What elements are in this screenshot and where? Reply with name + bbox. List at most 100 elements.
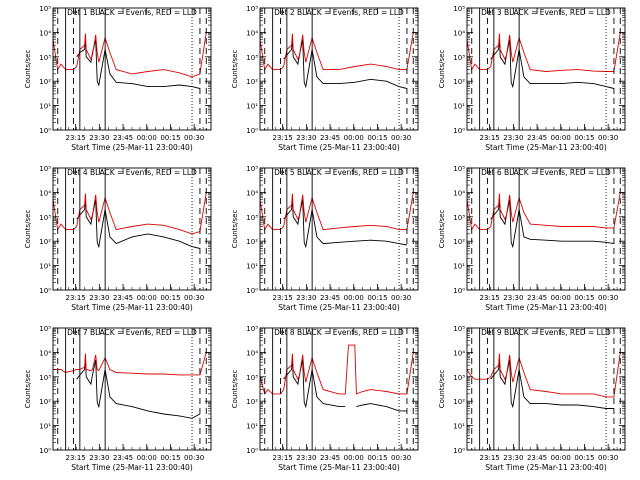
panel-title: Det 5 BLACK = Events, RED = LLD: [274, 168, 404, 177]
x-tick-label: 00:30: [184, 294, 204, 302]
y-tick-label: 10⁰: [39, 447, 51, 455]
x-tick-label: 00:30: [598, 294, 618, 302]
plot-frame: [52, 167, 212, 291]
x-tick-label: 00:15: [160, 454, 180, 462]
x-axis-label: Start Time (25-Mar-11 23:00:40): [485, 463, 607, 472]
y-tick-label: 10⁵: [246, 325, 258, 333]
y-tick-label: 10⁴: [246, 349, 258, 357]
y-tick-label: 10⁴: [453, 349, 465, 357]
y-tick-label: 10⁵: [246, 5, 258, 13]
x-tick-label: 00:15: [160, 294, 180, 302]
series-line-lld: [467, 191, 625, 231]
y-tick-label: 10²: [39, 398, 51, 406]
y-tick-label: 10¹: [246, 423, 258, 431]
plot-frame: [466, 7, 626, 131]
series-line-events: [76, 37, 201, 89]
y-tick-label: 10⁵: [453, 5, 465, 13]
y-tick-label: 10³: [453, 214, 465, 222]
panel-data: [53, 191, 211, 249]
series-line-lld: [53, 191, 211, 235]
x-tick-label: 00:00: [137, 294, 157, 302]
y-tick-label: 10²: [39, 78, 51, 86]
x-tick-label: 00:15: [574, 134, 594, 142]
y-tick-label: 10³: [246, 214, 258, 222]
y-tick-label: 10²: [453, 78, 465, 86]
y-tick-label: 10⁵: [453, 165, 465, 173]
y-tick-label: 10⁵: [39, 325, 51, 333]
x-tick-label: 23:15: [273, 134, 293, 142]
panel-title: Det 9 BLACK = Events, RED = LLD: [481, 328, 611, 337]
x-tick-label: 00:00: [344, 134, 364, 142]
x-tick-label: 23:45: [113, 134, 133, 142]
x-tick-label: 00:15: [367, 294, 387, 302]
panel-title: Det 1 BLACK = Events, RED = LLD: [67, 8, 197, 17]
series-line-lld: [260, 191, 418, 231]
panel-title: Det 4 BLACK = Events, RED = LLD: [67, 168, 197, 177]
y-tick-label: 10²: [246, 78, 258, 86]
y-tick-label: 10⁵: [39, 5, 51, 13]
x-tick-label: 00:30: [184, 454, 204, 462]
series-line-events: [490, 37, 615, 89]
x-tick-label: 23:15: [66, 294, 86, 302]
y-tick-label: 10³: [246, 54, 258, 62]
panel-data: [467, 31, 625, 89]
plot-frame: [259, 167, 419, 291]
x-tick-label: 23:30: [296, 134, 316, 142]
y-tick-label: 10³: [39, 214, 51, 222]
y-axis-label: Counts/sec: [438, 210, 446, 249]
x-tick-label: 00:00: [344, 294, 364, 302]
series-line-lld: [260, 31, 418, 71]
plot-frame: [259, 7, 419, 131]
x-tick-label: 00:30: [184, 134, 204, 142]
x-tick-label: 00:00: [344, 454, 364, 462]
x-tick-label: 23:45: [320, 294, 340, 302]
x-tick-label: 00:30: [391, 294, 411, 302]
y-tick-label: 10¹: [39, 263, 51, 271]
x-tick-label: 23:45: [320, 134, 340, 142]
x-axis-label: Start Time (25-Mar-11 23:00:40): [278, 463, 400, 472]
panel-title: Det 2 BLACK = Events, RED = LLD: [274, 8, 404, 17]
y-tick-label: 10³: [39, 374, 51, 382]
y-tick-label: 10⁰: [39, 127, 51, 135]
plot-frame: [52, 7, 212, 131]
x-tick-label: 00:15: [160, 134, 180, 142]
x-tick-label: 00:30: [598, 454, 618, 462]
y-tick-label: 10⁰: [246, 447, 258, 455]
series-line-lld: [467, 31, 625, 72]
x-axis-label: Start Time (25-Mar-11 23:00:40): [71, 303, 193, 312]
x-tick-label: 00:30: [598, 134, 618, 142]
y-tick-label: 10³: [453, 374, 465, 382]
x-tick-label: 23:15: [66, 134, 86, 142]
series-line-events: [283, 357, 407, 412]
panel-title: Det 6 BLACK = Events, RED = LLD: [481, 168, 611, 177]
y-tick-label: 10⁴: [39, 349, 51, 357]
panel-data: [53, 31, 211, 89]
y-axis-label: Counts/sec: [231, 370, 239, 409]
y-tick-label: 10⁴: [453, 29, 465, 37]
y-tick-label: 10⁰: [453, 287, 465, 295]
panel-data: [53, 351, 211, 419]
x-axis-label: Start Time (25-Mar-11 23:00:40): [71, 143, 193, 152]
x-tick-label: 00:00: [137, 134, 157, 142]
x-axis-label: Start Time (25-Mar-11 23:00:40): [485, 303, 607, 312]
y-tick-label: 10⁰: [39, 287, 51, 295]
x-axis-label: Start Time (25-Mar-11 23:00:40): [71, 463, 193, 472]
y-tick-label: 10²: [246, 398, 258, 406]
x-tick-label: 23:45: [320, 454, 340, 462]
y-tick-label: 10¹: [453, 263, 465, 271]
x-tick-label: 23:30: [503, 294, 523, 302]
y-tick-label: 10¹: [39, 423, 51, 431]
y-tick-label: 10¹: [453, 423, 465, 431]
x-tick-label: 23:15: [480, 454, 500, 462]
y-tick-label: 10¹: [39, 103, 51, 111]
x-axis-label: Start Time (25-Mar-11 23:00:40): [278, 143, 400, 152]
x-tick-label: 23:30: [503, 134, 523, 142]
y-tick-label: 10⁵: [39, 165, 51, 173]
y-tick-label: 10⁴: [453, 189, 465, 197]
x-tick-label: 23:30: [503, 454, 523, 462]
x-tick-label: 23:15: [66, 454, 86, 462]
y-axis-label: Counts/sec: [24, 370, 32, 409]
